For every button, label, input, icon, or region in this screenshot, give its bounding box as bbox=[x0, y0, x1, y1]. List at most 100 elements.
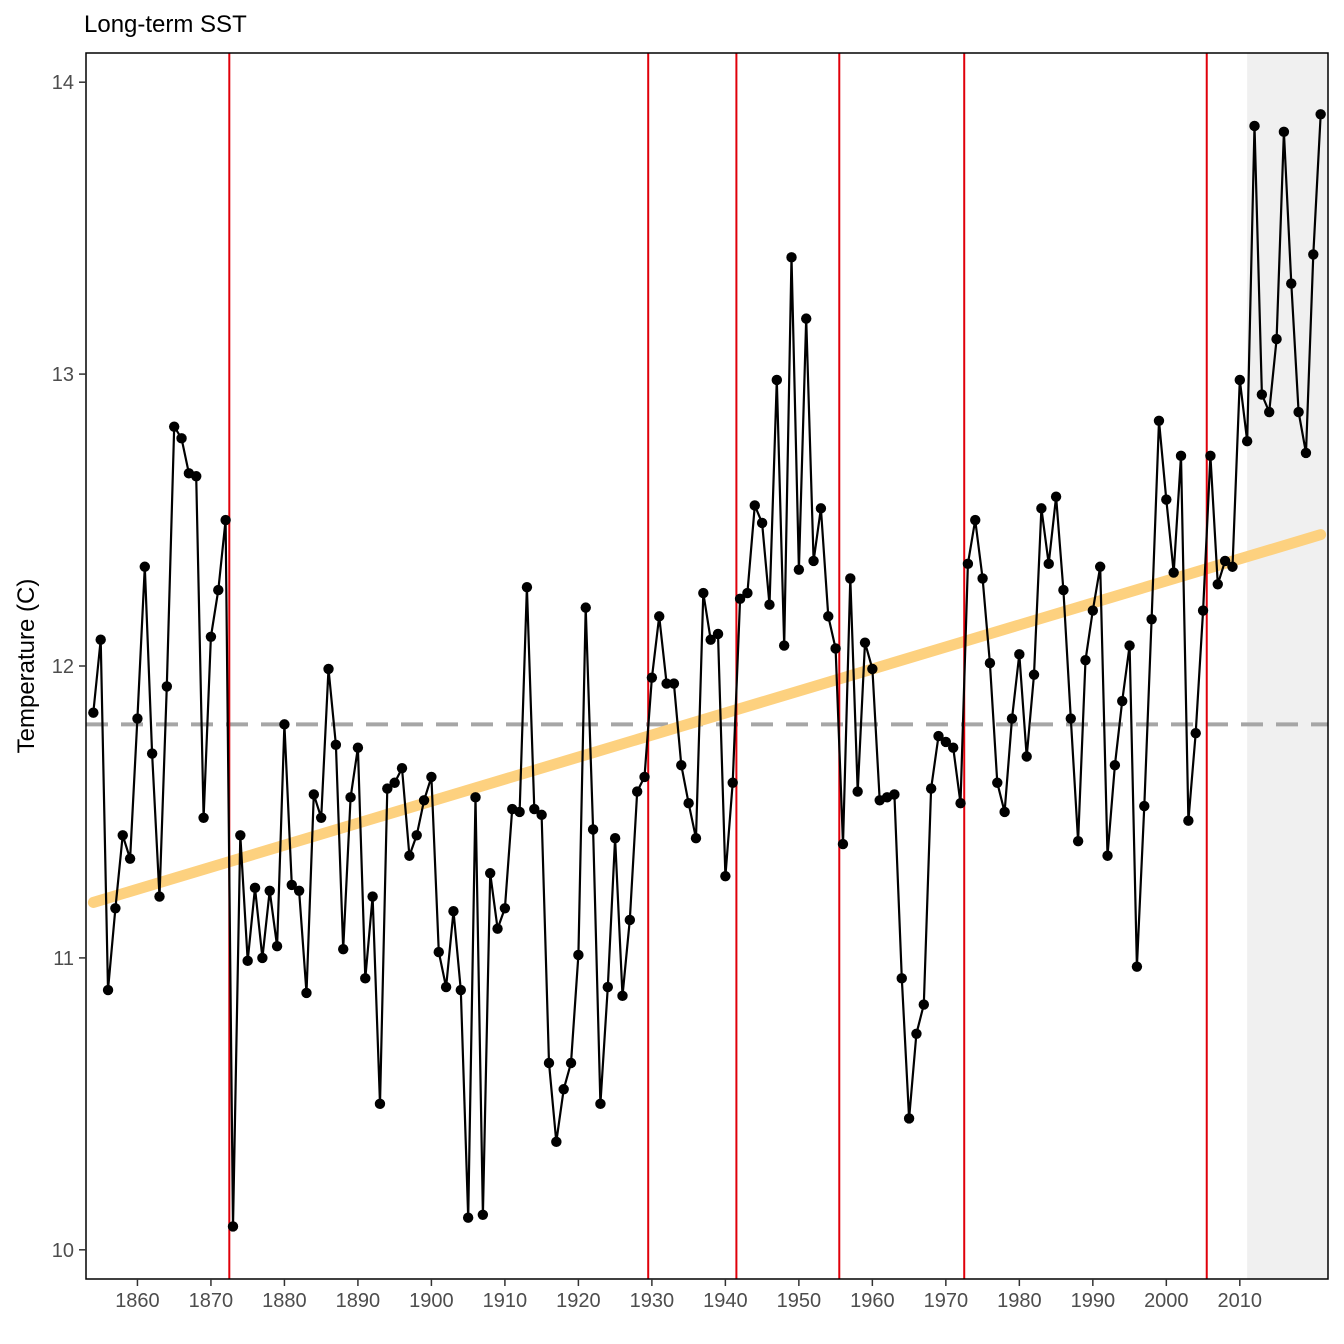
sst-data-point bbox=[646, 672, 658, 683]
x-tick-label: 2010 bbox=[1218, 1290, 1263, 1312]
sst-data-point bbox=[859, 637, 871, 648]
sst-data-point bbox=[1094, 561, 1106, 572]
sst-data-point bbox=[1190, 727, 1201, 739]
sst-data-point bbox=[720, 870, 731, 882]
sst-data-point bbox=[404, 850, 415, 861]
sst-data-point bbox=[654, 611, 665, 622]
sst-data-point bbox=[771, 374, 783, 386]
sst-data-point bbox=[536, 809, 547, 821]
sst-data-point bbox=[837, 838, 849, 850]
sst-data-point bbox=[338, 943, 349, 955]
y-tick-label: 13 bbox=[52, 364, 74, 386]
sst-data-point bbox=[1043, 558, 1054, 570]
sst-data-point bbox=[1219, 555, 1231, 567]
sst-data-point bbox=[191, 471, 202, 482]
sst-data-point bbox=[1293, 406, 1304, 418]
x-tick-label: 1900 bbox=[409, 1290, 454, 1312]
sst-data-point bbox=[220, 514, 231, 526]
sst-data-point bbox=[543, 1057, 555, 1069]
plot-area: 1860 1870 1880 1890 1900 1910 1920 1930 1940 1950… bbox=[52, 52, 1329, 1312]
sst-data-point bbox=[470, 792, 481, 803]
sst-data-point bbox=[756, 517, 768, 529]
sst-data-point bbox=[727, 777, 738, 788]
sst-data-point bbox=[925, 783, 937, 794]
sst-data-point bbox=[1131, 961, 1143, 972]
sst-data-point bbox=[249, 882, 261, 894]
sst-data-point bbox=[455, 984, 467, 996]
sst-data-point bbox=[139, 561, 150, 572]
y-tick-label: 11 bbox=[53, 948, 74, 970]
sst-data-point bbox=[1205, 450, 1216, 462]
y-tick-label: 10 bbox=[52, 1240, 74, 1262]
sst-data-point bbox=[565, 1057, 577, 1069]
sst-data-point bbox=[793, 564, 805, 575]
x-tick-label: 1930 bbox=[630, 1290, 675, 1312]
sst-data-point bbox=[462, 1212, 474, 1223]
sst-data-point bbox=[992, 777, 1003, 788]
sst-data-point bbox=[712, 628, 724, 640]
x-tick-label: 1970 bbox=[924, 1290, 969, 1312]
sst-data-point bbox=[587, 824, 599, 835]
sst-data-point bbox=[102, 984, 114, 996]
sst-data-point bbox=[161, 681, 173, 692]
sst-data-point bbox=[845, 573, 856, 584]
sst-data-point bbox=[264, 885, 275, 896]
sst-data-point bbox=[301, 987, 312, 999]
sst-data-point bbox=[970, 514, 981, 526]
sst-data-point bbox=[617, 990, 628, 1002]
x-tick-label: 1950 bbox=[777, 1290, 822, 1312]
sst-data-point bbox=[1212, 579, 1223, 590]
sst-data-point bbox=[433, 946, 444, 958]
sst-data-point bbox=[485, 868, 496, 879]
sst-data-point bbox=[764, 599, 775, 610]
sst-data-point bbox=[117, 830, 128, 841]
sst-data-point bbox=[631, 786, 643, 797]
sst-data-point bbox=[947, 742, 959, 753]
sst-data-point bbox=[749, 500, 760, 511]
trend-line bbox=[87, 529, 1327, 908]
sst-data-point bbox=[521, 581, 533, 593]
sst-data-point bbox=[1153, 415, 1165, 426]
sst-data-point bbox=[690, 833, 702, 844]
sst-series-line bbox=[92, 114, 1322, 1228]
x-tick-label: 1990 bbox=[1071, 1290, 1116, 1312]
sst-data-point bbox=[955, 797, 966, 809]
sst-data-point bbox=[1102, 850, 1113, 861]
sst-data-point bbox=[1308, 249, 1319, 260]
sst-data-point bbox=[271, 941, 283, 952]
sst-data-point bbox=[867, 663, 878, 675]
y-tick-label: 12 bbox=[52, 656, 74, 678]
sst-data-point bbox=[176, 433, 187, 444]
sst-data-point bbox=[1161, 494, 1172, 505]
sst-data-point bbox=[830, 643, 841, 654]
sst-data-point bbox=[88, 707, 99, 718]
sst-data-point bbox=[1271, 333, 1282, 345]
sst-data-point bbox=[418, 795, 430, 806]
sst-data-point bbox=[1168, 567, 1179, 578]
sst-data-point bbox=[286, 879, 297, 891]
sst-data-point bbox=[426, 771, 437, 783]
sst-data-point bbox=[1175, 450, 1187, 462]
sst-data-point bbox=[903, 1113, 915, 1124]
y-tick-label: 14 bbox=[52, 72, 74, 94]
sst-data-point bbox=[360, 973, 371, 984]
sst-data-point bbox=[801, 313, 812, 324]
sst-data-point bbox=[492, 923, 503, 934]
sst-data-point bbox=[661, 678, 672, 689]
sst-data-point bbox=[227, 1221, 239, 1232]
sst-data-point bbox=[962, 558, 974, 570]
sst-data-point bbox=[1028, 669, 1040, 680]
sst-data-point bbox=[367, 891, 378, 902]
sst-data-point bbox=[595, 1098, 606, 1110]
sst-data-point bbox=[242, 955, 253, 967]
sst-data-point bbox=[984, 657, 996, 669]
sst-data-point bbox=[778, 640, 790, 651]
recent-period-shade bbox=[1247, 53, 1328, 1279]
chart-title: Long-term SST bbox=[84, 11, 247, 38]
sst-data-point bbox=[315, 812, 327, 823]
sst-data-point bbox=[396, 762, 408, 774]
x-tick-label: 1910 bbox=[483, 1290, 528, 1312]
sst-data-point bbox=[734, 593, 746, 605]
x-tick-label: 1980 bbox=[997, 1290, 1042, 1312]
x-tick-label: 1940 bbox=[703, 1290, 748, 1312]
